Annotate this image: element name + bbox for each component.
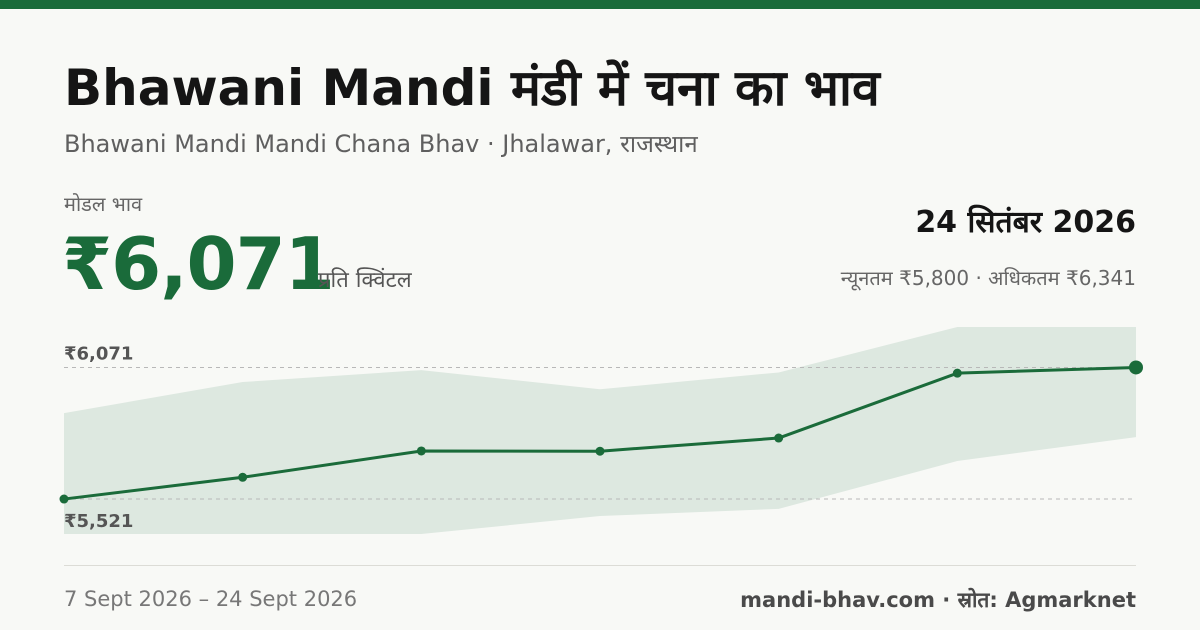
- price-trend-chart: ₹6,071 ₹5,521: [59, 327, 1143, 534]
- price-point: [238, 472, 248, 482]
- footer-divider: [64, 565, 1136, 566]
- modal-price-label: मोडल भाव: [64, 192, 143, 216]
- price-point: [59, 494, 69, 504]
- footer-date-range: 7 Sept 2026 – 24 Sept 2026: [64, 587, 358, 611]
- min-max-range: न्यूनतम ₹5,800 · अधिकतम ₹6,341: [840, 266, 1136, 290]
- modal-price-value: ₹6,071: [62, 222, 335, 306]
- price-point: [416, 446, 426, 456]
- report-date: 24 सितंबर 2026: [915, 205, 1136, 240]
- price-unit: प्रति क्विंटल: [318, 268, 412, 293]
- page-subtitle: Bhawani Mandi Mandi Chana Bhav · Jhalawa…: [64, 130, 698, 158]
- reference-line-label: ₹5,521: [64, 511, 133, 532]
- footer-source: mandi-bhav.com · स्रोत: Agmarknet: [740, 588, 1136, 612]
- top-accent-bar: [0, 0, 1200, 9]
- min-max-band: [64, 327, 1136, 534]
- price-point: [774, 433, 784, 443]
- price-point: [595, 446, 605, 456]
- page-title: Bhawani Mandi मंडी में चना का भाव: [64, 59, 880, 117]
- latest-price-point: [1129, 360, 1143, 375]
- reference-line-label: ₹6,071: [64, 343, 133, 364]
- price-point: [952, 368, 962, 378]
